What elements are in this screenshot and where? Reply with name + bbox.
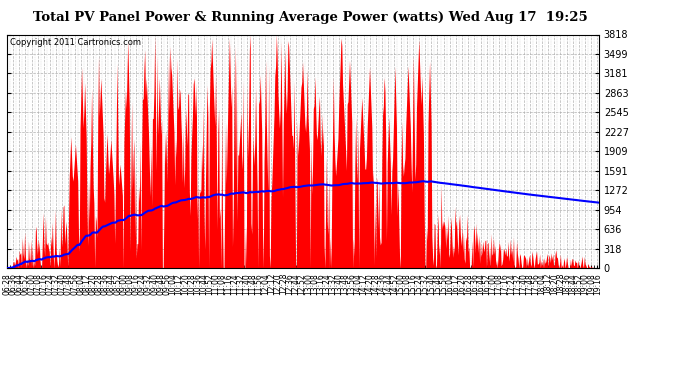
Text: Total PV Panel Power & Running Average Power (watts) Wed Aug 17  19:25: Total PV Panel Power & Running Average P…	[33, 11, 588, 24]
Text: Copyright 2011 Cartronics.com: Copyright 2011 Cartronics.com	[10, 38, 141, 47]
